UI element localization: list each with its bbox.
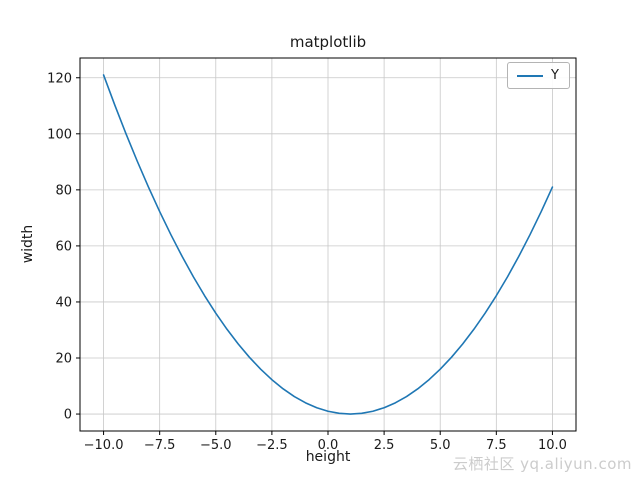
x-tick-label: 7.5 [486,438,507,453]
legend-label: Y [551,68,559,83]
y-tick-label: 40 [55,295,72,310]
x-tick-label: −10.0 [84,438,124,453]
y-tick-label: 60 [55,239,72,254]
chart-title: matplotlib [289,33,367,51]
legend-line-icon [517,74,544,77]
y-tick-label: 80 [55,183,72,198]
y-tick-label: 100 [47,127,72,142]
y-axis-label: width [20,224,36,264]
x-tick-label: −5.0 [200,438,232,453]
watermark: 云栖社区 yq.aliyun.com [452,455,632,473]
x-axis-label: height [305,449,351,465]
x-tick-label: −2.5 [256,438,288,453]
y-tick-label: 120 [47,71,72,86]
series-line [102,74,554,415]
x-tick-label: 2.5 [374,438,395,453]
y-tick-label: 0 [64,408,72,423]
legend: Y [507,62,570,89]
x-tick-label: 5.0 [430,438,451,453]
x-tick-label: 0.0 [318,438,339,453]
x-tick-label: −7.5 [144,438,176,453]
y-tick-label: 20 [55,351,72,366]
axis-spine [79,57,577,432]
x-tick-label: 10.0 [538,438,567,453]
